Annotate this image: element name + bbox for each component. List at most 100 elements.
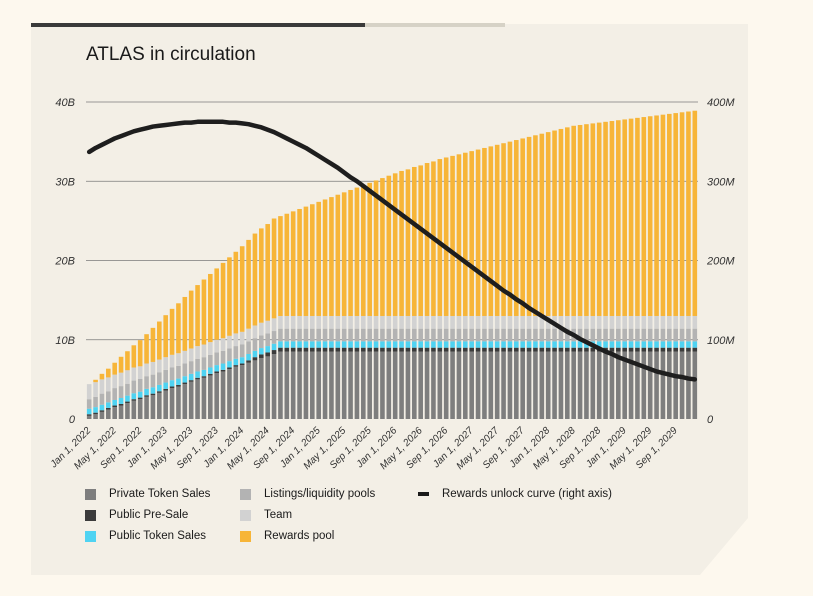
bar-segment-rewards: [176, 303, 181, 354]
rewards-unlock-curve: [86, 119, 698, 382]
bar-segment-public: [418, 341, 423, 348]
bar-segment-presale: [163, 388, 168, 391]
bar-segment-private: [380, 351, 385, 419]
bar-segment-listings: [252, 338, 258, 351]
bar-segment-rewards: [418, 165, 423, 316]
bar-segment-listings: [456, 328, 462, 342]
bar-segment-public: [316, 341, 321, 348]
bar-segment-listings: [628, 328, 634, 342]
bar-segment-rewards: [405, 169, 411, 316]
bar-segment-team: [622, 315, 627, 329]
bar-segment-team: [507, 315, 513, 329]
bar-segment-listings: [163, 369, 168, 383]
bar-segment-team: [482, 315, 487, 329]
bar-segment-rewards: [265, 224, 270, 321]
bar-segment-public: [526, 341, 532, 348]
bar-segment-rewards: [373, 180, 379, 316]
bar-segment-private: [354, 351, 360, 419]
bar-segment-presale: [660, 347, 666, 352]
bar-segment-public: [208, 367, 213, 374]
bar-segment-listings: [424, 328, 430, 342]
bar-segment-public: [654, 341, 659, 348]
bar-segment-rewards: [482, 147, 487, 316]
bar-segment-listings: [265, 333, 270, 347]
bar-segment-public: [571, 341, 576, 348]
bar-segment-rewards: [622, 119, 627, 316]
bar-segment-presale: [565, 347, 570, 352]
bar-segment-public: [348, 341, 353, 348]
bar-segment-rewards: [150, 327, 156, 362]
bar-segment-rewards: [399, 170, 404, 316]
bar-segment-team: [577, 315, 583, 329]
bar-segment-presale: [137, 397, 143, 400]
bar-segment-public: [233, 358, 239, 366]
bar-segment-team: [539, 315, 545, 329]
bar-segment-team: [176, 353, 181, 366]
bar-segment-public: [405, 341, 411, 348]
bar-segment-public: [399, 341, 404, 348]
bar-segment-listings: [533, 328, 538, 342]
bar-segment-rewards: [227, 257, 232, 336]
bar-segment-presale: [475, 347, 481, 352]
legend-item-presale: Public Pre-Sale: [85, 509, 188, 521]
bar-segment-presale: [552, 347, 557, 352]
bar-segment-presale: [641, 347, 647, 352]
bar-segment-public: [501, 341, 506, 348]
bar-segment-listings: [361, 328, 366, 342]
bar-segment-presale: [195, 377, 200, 380]
bar-segment-rewards: [259, 228, 264, 323]
bar-segment-presale: [386, 347, 392, 352]
bar-segment-rewards: [137, 340, 143, 367]
bar-segment-listings: [596, 328, 602, 342]
bar-segment-rewards: [239, 246, 245, 332]
bar-segment-private: [463, 351, 468, 419]
bar-segment-listings: [354, 328, 360, 342]
bar-segment-private: [137, 399, 143, 419]
bar-segment-team: [93, 382, 98, 397]
bar-segment-public: [412, 341, 417, 348]
bar-segment-team: [163, 357, 168, 370]
bar-segment-listings: [284, 328, 290, 342]
bar-segment-presale: [188, 380, 194, 382]
bar-segment-listings: [412, 328, 417, 342]
bar-segment-public: [163, 382, 168, 389]
bar-segment-listings: [246, 341, 251, 355]
bar-segment-rewards: [252, 233, 258, 326]
bar-segment-rewards: [647, 116, 653, 316]
bar-segment-presale: [176, 384, 181, 387]
bar-segment-listings: [329, 328, 334, 342]
bar-segment-presale: [214, 371, 219, 374]
bar-segment-presale: [227, 367, 232, 370]
bar-segment-rewards: [616, 120, 621, 316]
bar-segment-public: [259, 348, 264, 355]
bar-segment-team: [220, 338, 226, 351]
bar-segment-public: [667, 341, 672, 348]
bar-segment-listings: [335, 328, 341, 342]
bar-segment-public: [99, 404, 105, 411]
bar-segment-presale: [526, 347, 532, 352]
bar-segment-public: [463, 341, 468, 348]
bar-segment-private: [654, 351, 659, 419]
bar-segment-presale: [182, 382, 188, 385]
bar-segment-listings: [137, 378, 143, 392]
bar-segment-team: [380, 315, 385, 329]
left-tick-label: 30B: [55, 176, 75, 188]
bar-segment-private: [367, 351, 372, 419]
bar-segment-public: [686, 341, 691, 348]
legend-swatch-public: [85, 530, 96, 542]
bar-segment-team: [373, 315, 379, 329]
bar-segment-private: [501, 351, 506, 419]
bar-segment-private: [329, 351, 334, 419]
bar-segment-rewards: [412, 166, 417, 316]
bar-segment-rewards: [469, 151, 474, 316]
bar-segment-team: [437, 315, 443, 329]
bar-segment-private: [545, 351, 551, 419]
bar-segment-presale: [412, 347, 417, 352]
bar-segment-presale: [303, 347, 309, 352]
bar-segment-public: [565, 341, 570, 348]
bar-segment-public: [341, 341, 347, 348]
bar-segment-private: [290, 351, 296, 419]
bar-segment-team: [335, 315, 341, 329]
bar-segment-private: [265, 356, 270, 419]
bar-segment-listings: [399, 328, 404, 342]
